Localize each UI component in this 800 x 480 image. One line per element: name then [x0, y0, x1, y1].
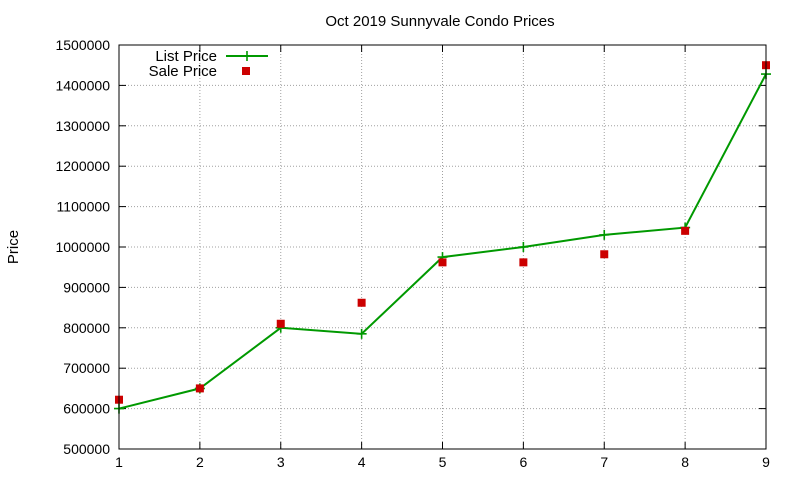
x-tick-label: 3 — [277, 454, 285, 470]
y-tick-label: 900000 — [63, 279, 110, 295]
y-tick-label: 700000 — [63, 360, 110, 376]
legend: List Price Sale Price — [149, 48, 268, 80]
list-price-point — [356, 328, 367, 339]
y-tick-label: 1300000 — [55, 118, 110, 134]
x-tick-label: 7 — [600, 454, 608, 470]
x-tick-label: 6 — [519, 454, 527, 470]
sale-price-point — [681, 226, 690, 235]
sale-price-point — [276, 319, 285, 328]
legend-marker-sale-price — [242, 67, 250, 75]
sale-price-point — [438, 258, 447, 267]
y-axis-label: Price — [5, 230, 22, 264]
x-tick-label: 1 — [115, 454, 123, 470]
grid-lines — [119, 45, 766, 449]
plot-frame — [118, 44, 767, 450]
y-tick-label: 1400000 — [55, 77, 110, 93]
sale-price-point — [519, 258, 528, 267]
legend-label-sale-price: Sale Price — [149, 63, 217, 80]
x-tick-label: 2 — [196, 454, 204, 470]
x-tick-label: 9 — [762, 454, 770, 470]
sale-price-point — [195, 384, 204, 393]
y-tick-label: 600000 — [63, 401, 110, 417]
y-tick-label: 500000 — [63, 441, 110, 457]
list-price-point — [518, 242, 529, 252]
list-price-point — [599, 229, 610, 240]
x-tick-label: 5 — [439, 454, 447, 470]
sale-price-point — [357, 298, 366, 307]
sale-price-point — [600, 250, 609, 259]
y-tick-label: 1200000 — [55, 158, 110, 174]
axis-ticks: 500000 600000 700000 800000 900000 1000000 110… — [55, 37, 770, 470]
legend-label-list-price: List Price — [155, 48, 217, 65]
y-tick-label: 800000 — [63, 320, 110, 336]
y-tick-label: 1100000 — [57, 199, 111, 215]
x-tick-label: 8 — [681, 454, 689, 470]
legend-marker-list-price — [242, 51, 252, 61]
y-tick-label: 1500000 — [55, 37, 110, 53]
x-tick-label: 4 — [358, 454, 366, 470]
y-tick-label: 1000000 — [55, 239, 110, 255]
chart-title: Oct 2019 Sunnyvale Condo Prices — [325, 13, 554, 30]
series-line-list-price — [118, 73, 767, 410]
